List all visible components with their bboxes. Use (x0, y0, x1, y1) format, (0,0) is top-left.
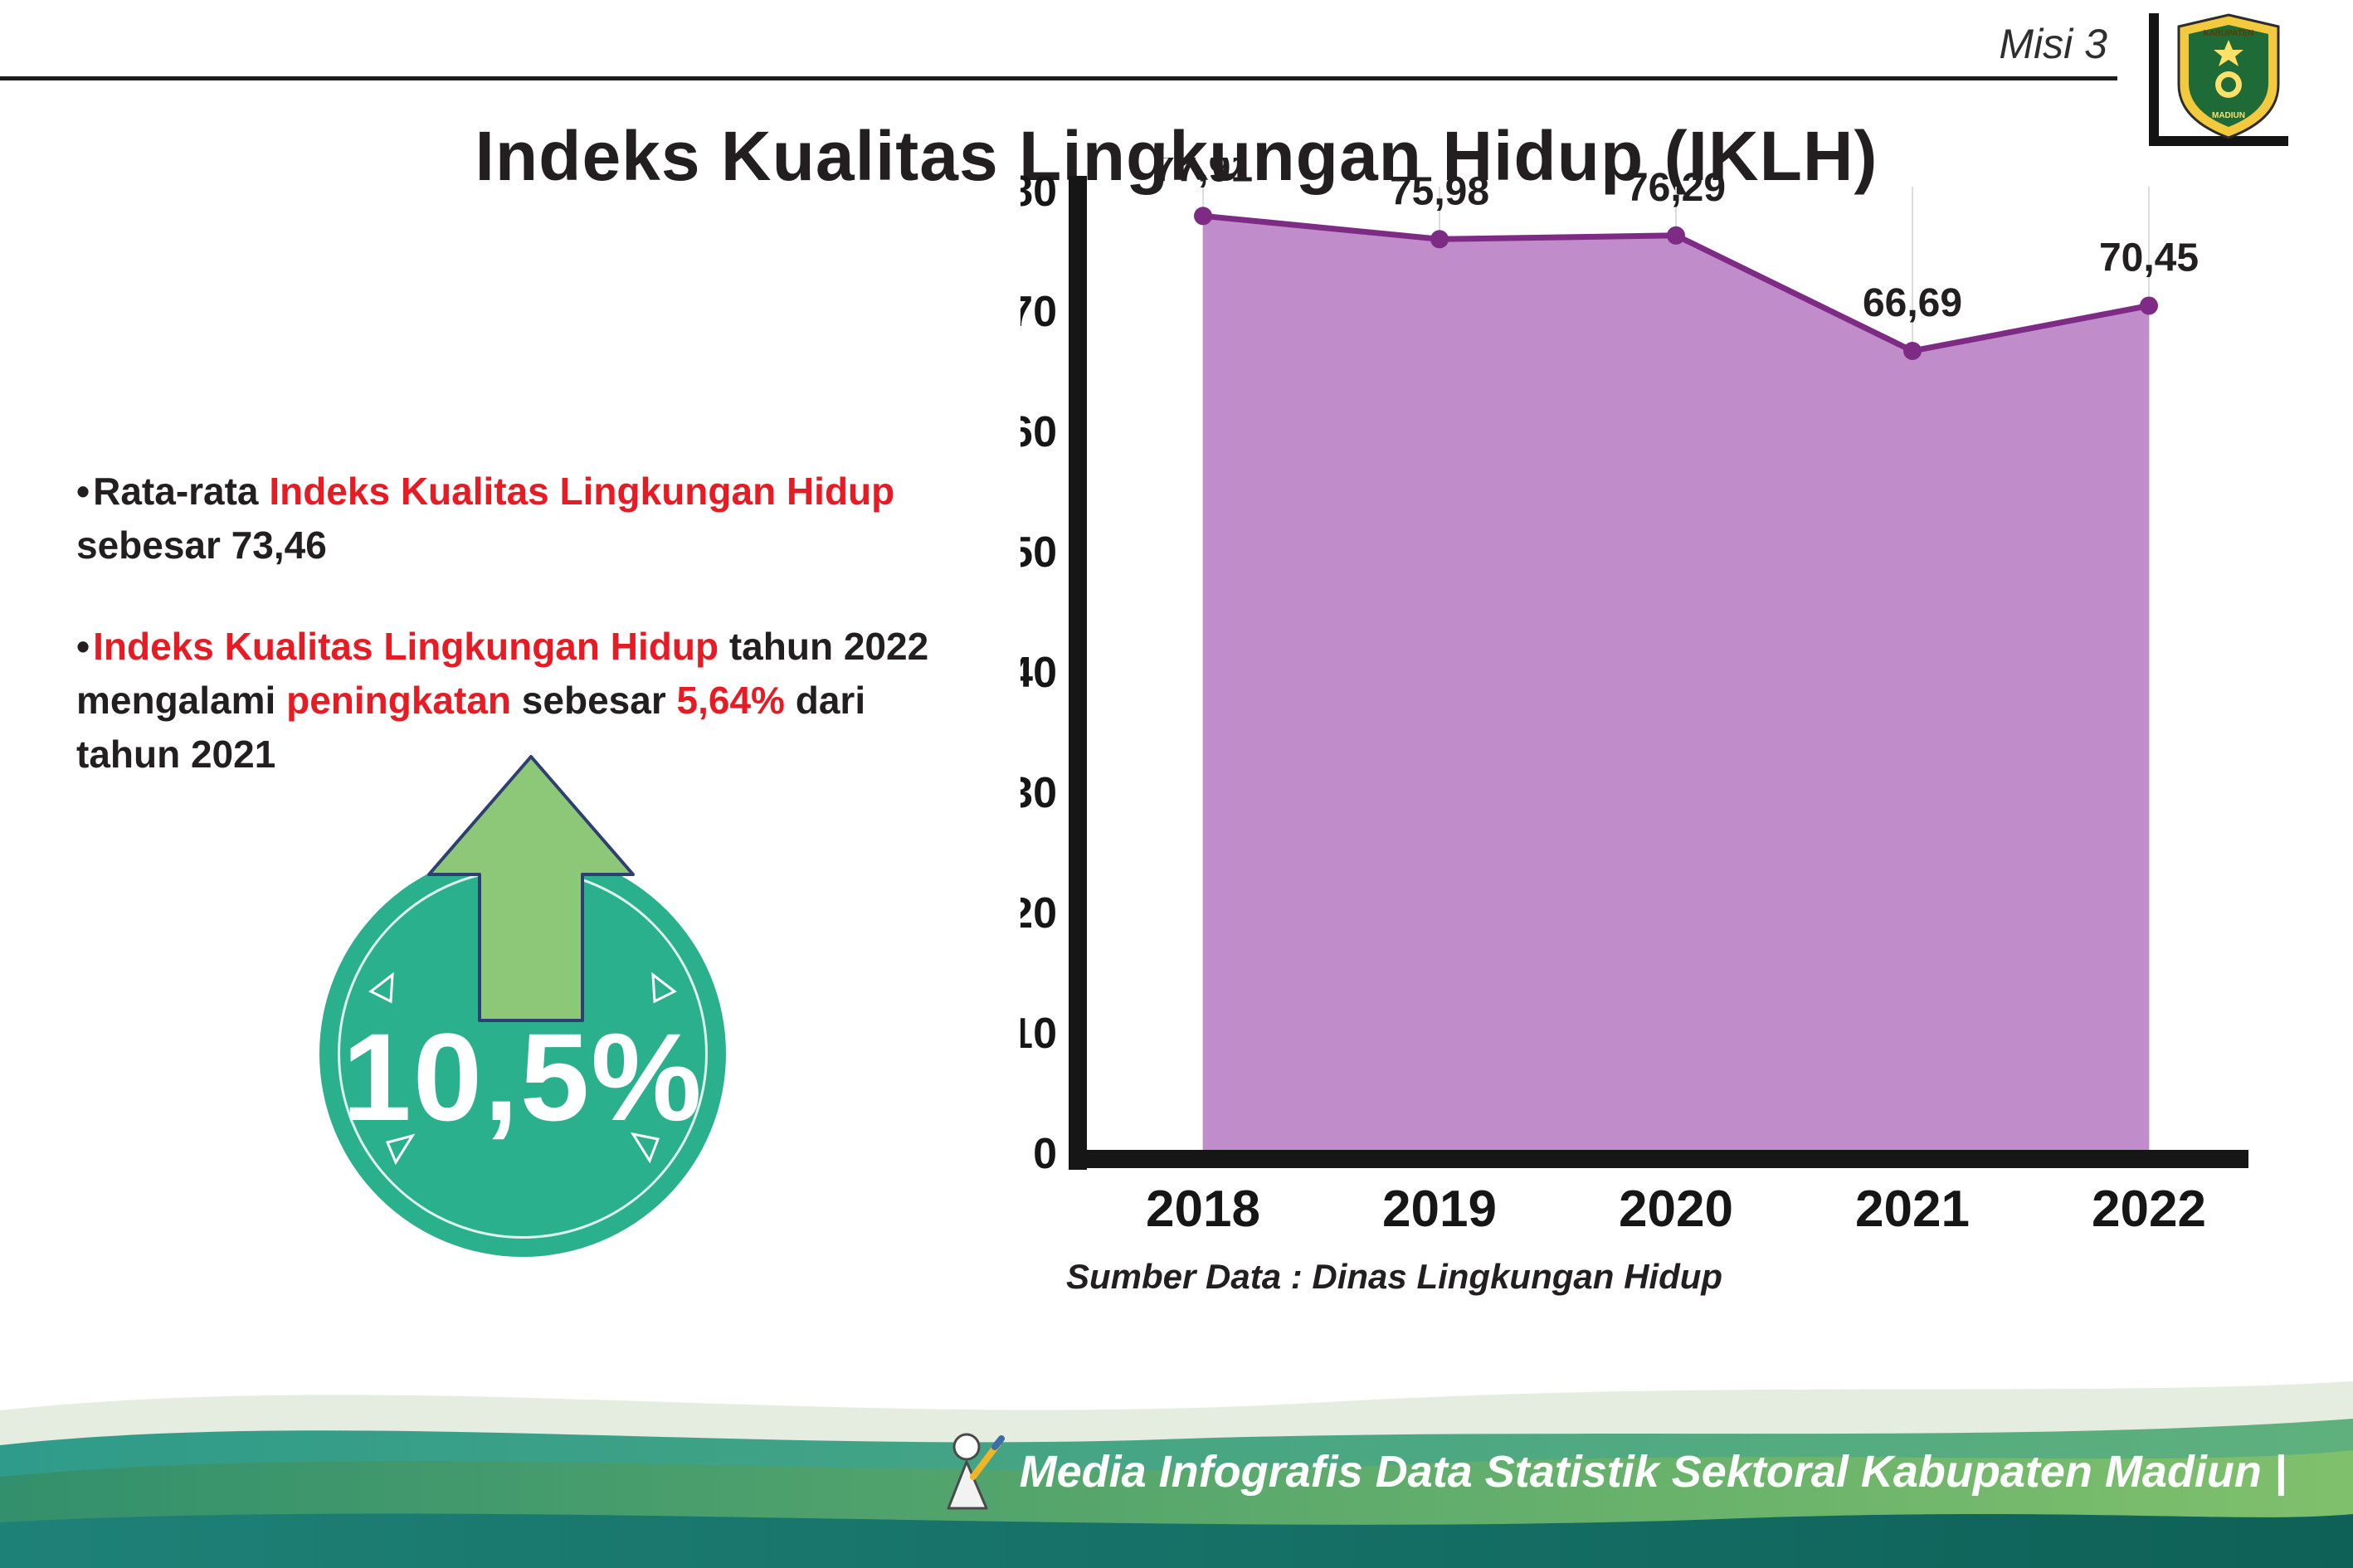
svg-text:0: 0 (1033, 1130, 1057, 1178)
svg-text:70,45: 70,45 (2099, 236, 2199, 280)
svg-text:2022: 2022 (2092, 1181, 2206, 1238)
shield-icon: KABUPATEN MADIUN (2177, 13, 2280, 139)
badge-decor-triangles (368, 971, 677, 1166)
data-source-caption: Sumber Data : Dinas Lingkungan Hidup (1066, 1257, 1723, 1296)
footer: Media Infografis Data Statistik Sektoral… (935, 1429, 2287, 1515)
svg-text:2019: 2019 (1382, 1181, 1497, 1238)
arrow-up-icon (427, 755, 635, 1022)
logo-caption-top: KABUPATEN (2203, 29, 2253, 38)
svg-text:40: 40 (1021, 649, 1057, 697)
page-title: Indeks Kualitas Lingkungan Hidup (IKLH) (475, 117, 1878, 195)
svg-text:50: 50 (1021, 528, 1057, 577)
footer-caption: Media Infografis Data Statistik Sektoral… (1019, 1447, 2287, 1497)
key-points: •Rata-rata Indeks Kualitas Lingkungan Hi… (76, 465, 972, 829)
header-divider (0, 76, 2117, 80)
svg-text:2018: 2018 (1146, 1181, 1260, 1238)
svg-text:70: 70 (1021, 288, 1057, 336)
kabupaten-madiun-logo: KABUPATEN MADIUN (2149, 13, 2288, 146)
svg-text:77,91: 77,91 (1153, 158, 1253, 190)
footer-waves (0, 1381, 2353, 1568)
increase-badge: 10,5% (319, 850, 726, 1257)
bullet-item: •Rata-rata Indeks Kualitas Lingkungan Hi… (76, 465, 972, 573)
bullet-marker: • (76, 624, 90, 668)
svg-text:75,98: 75,98 (1390, 169, 1489, 213)
bullet-marker: • (76, 470, 90, 513)
iklh-area-chart: 77,91 75,98 76,29 66,69 70,45 0 10 20 30 40 50 60 70… (1021, 158, 2248, 1238)
misi-label: Misi 3 (1999, 21, 2107, 67)
svg-text:2020: 2020 (1619, 1181, 1733, 1238)
svg-text:30: 30 (1021, 769, 1057, 817)
bullet-item: •Indeks Kualitas Lingkungan Hidup tahun … (76, 620, 972, 782)
bullet-text: Indeks Kualitas Lingkungan Hidup tahun 2… (76, 624, 929, 777)
logo-frame (2149, 13, 2288, 146)
mascot-icon (947, 1433, 1005, 1510)
svg-text:80: 80 (1021, 168, 1057, 216)
svg-text:60: 60 (1021, 408, 1057, 456)
increase-percentage: 10,5% (342, 1006, 704, 1147)
svg-text:20: 20 (1021, 889, 1057, 937)
svg-text:10: 10 (1021, 1010, 1057, 1058)
bullet-text: Rata-rata Indeks Kualitas Lingkungan Hid… (76, 470, 895, 567)
svg-text:66,69: 66,69 (1863, 281, 1962, 325)
logo-caption-bottom: MADIUN (2212, 111, 2245, 120)
svg-text:76,29: 76,29 (1626, 166, 1726, 210)
svg-text:2021: 2021 (1855, 1181, 1970, 1238)
